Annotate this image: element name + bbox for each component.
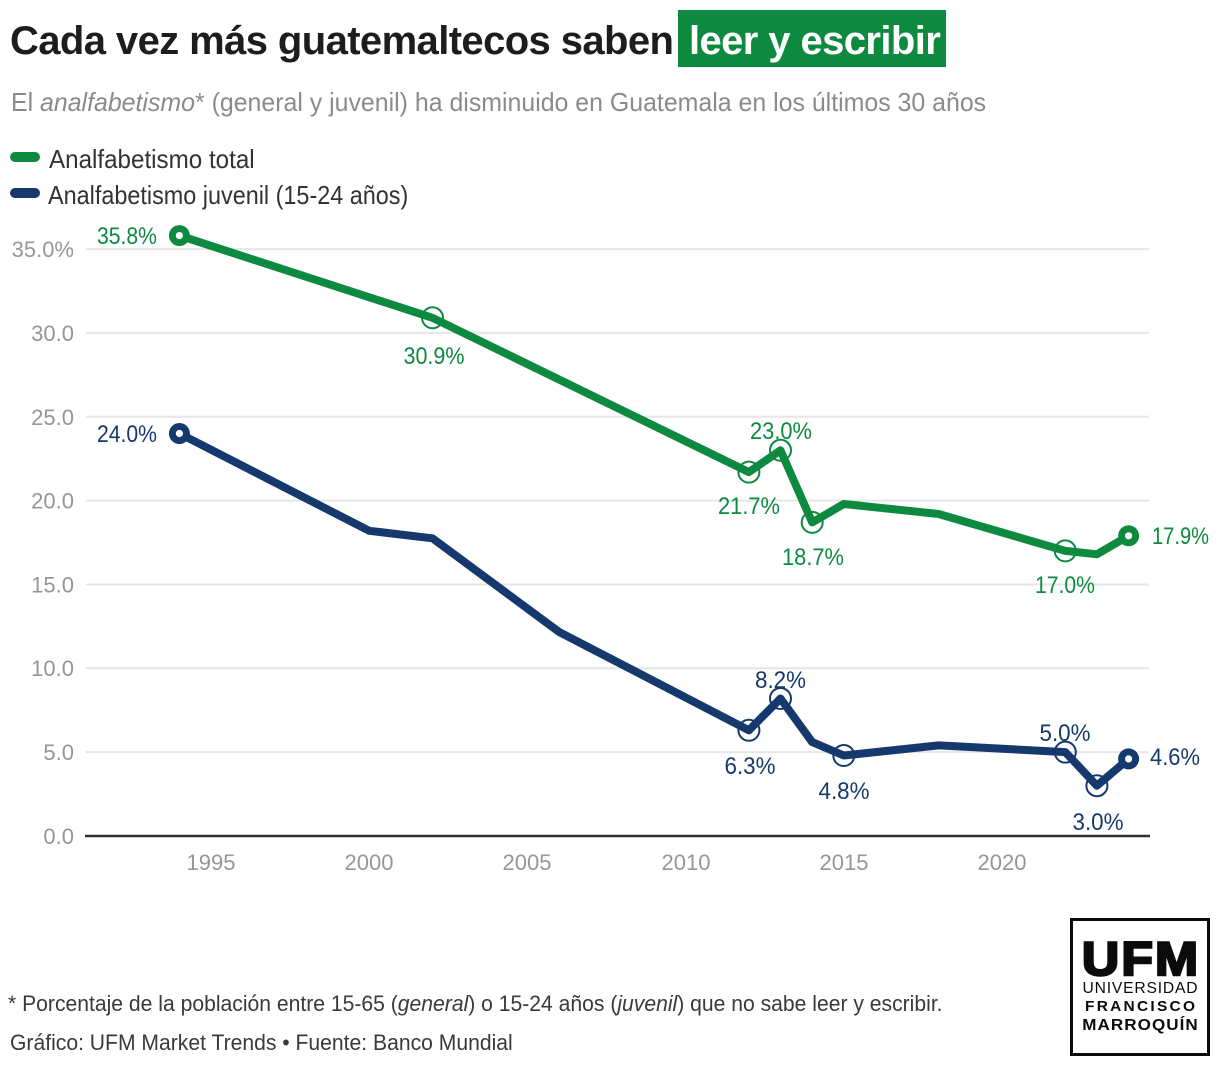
svg-text:17.0%: 17.0%	[1035, 572, 1095, 599]
svg-text:1995: 1995	[187, 850, 236, 875]
svg-text:10.0: 10.0	[31, 656, 74, 681]
svg-text:20.0: 20.0	[31, 489, 74, 514]
svg-text:4.8%: 4.8%	[819, 778, 870, 805]
svg-text:35.0%: 35.0%	[12, 237, 74, 262]
svg-text:8.2%: 8.2%	[755, 667, 806, 694]
svg-text:23.0%: 23.0%	[750, 418, 812, 445]
svg-text:2020: 2020	[978, 850, 1027, 875]
svg-text:15.0: 15.0	[31, 573, 74, 598]
svg-text:3.0%: 3.0%	[1073, 809, 1124, 836]
svg-text:6.3%: 6.3%	[725, 753, 776, 780]
svg-text:18.7%: 18.7%	[782, 544, 844, 571]
svg-text:0.0: 0.0	[43, 824, 74, 849]
svg-text:35.8%: 35.8%	[97, 223, 157, 250]
svg-text:30.9%: 30.9%	[404, 343, 465, 370]
svg-text:25.0: 25.0	[31, 405, 74, 430]
svg-text:17.9%: 17.9%	[1152, 523, 1209, 550]
svg-text:2015: 2015	[820, 850, 869, 875]
svg-text:5.0: 5.0	[43, 740, 74, 765]
svg-text:4.6%: 4.6%	[1150, 744, 1200, 771]
svg-text:5.0%: 5.0%	[1040, 720, 1091, 747]
svg-text:2000: 2000	[345, 850, 394, 875]
svg-text:30.0: 30.0	[31, 321, 74, 346]
svg-text:2005: 2005	[503, 850, 552, 875]
svg-text:2010: 2010	[662, 850, 711, 875]
svg-text:21.7%: 21.7%	[718, 493, 780, 520]
svg-text:24.0%: 24.0%	[97, 421, 157, 448]
